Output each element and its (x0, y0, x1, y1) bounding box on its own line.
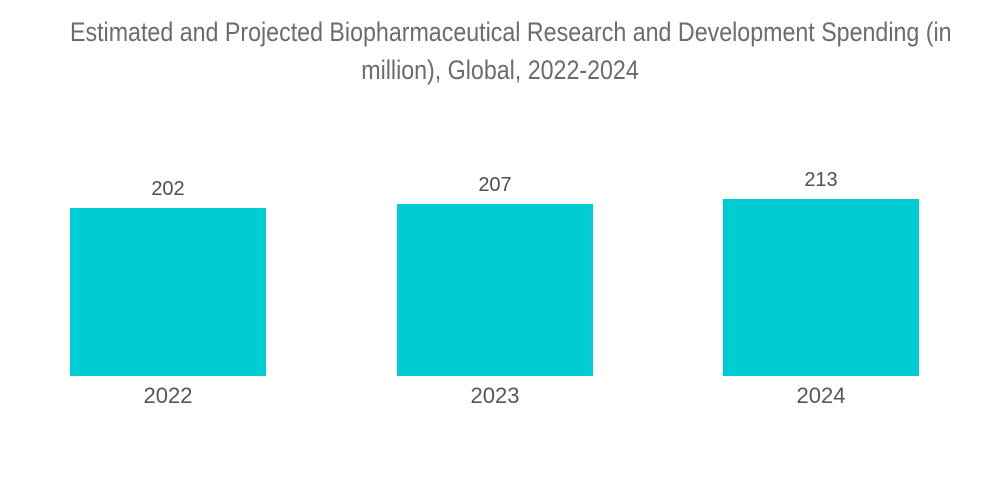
x-axis-label-2024: 2024 (796, 383, 846, 408)
x-axis-label-2022: 2022 (143, 383, 193, 408)
x-axis-label-2023: 2023 (470, 383, 520, 408)
chart-title: Estimated and Projected Biopharmaceutica… (0, 13, 1000, 89)
bar-2022[interactable] (70, 208, 266, 376)
chart-title-line2: million), Global, 2022-2024 (361, 55, 639, 85)
bar-value-label-2022: 202 (151, 178, 185, 200)
bar-2024[interactable] (723, 199, 919, 376)
bar-2023[interactable] (397, 204, 593, 376)
bar-value-label-2023: 207 (478, 174, 512, 196)
bar-value-label-2024: 213 (804, 169, 838, 191)
chart-title-line1: Estimated and Projected Biopharmaceutica… (70, 17, 952, 47)
